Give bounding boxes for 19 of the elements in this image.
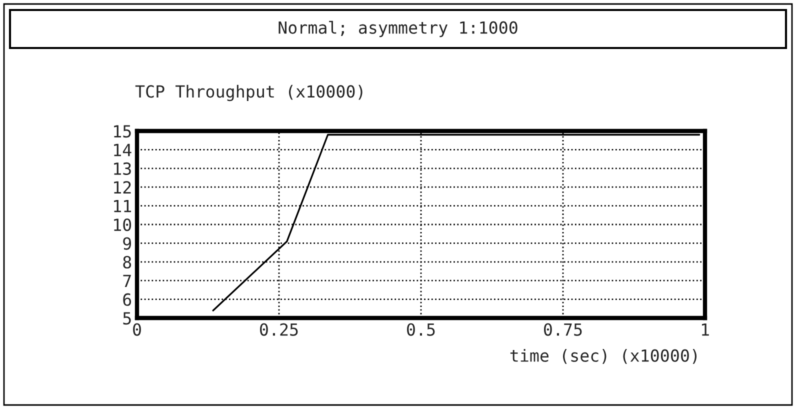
x-tick-label: 0.25: [260, 323, 298, 336]
y-tick-label: 9: [123, 237, 132, 250]
x-tick-label: 0.75: [544, 323, 582, 336]
y-tick-label: 5: [123, 312, 131, 325]
y-axis-title: TCP Throughput (x10000): [135, 84, 362, 102]
y-tick-label: 12: [114, 181, 131, 194]
y-tick-label: 6: [123, 293, 132, 306]
x-axis-title: time (sec) (x10000): [510, 348, 697, 364]
y-tick-label: 10: [114, 218, 132, 232]
y-tick-label: 7: [123, 274, 131, 287]
x-tick-label: 1: [702, 323, 709, 336]
y-tick-label: 13: [114, 162, 131, 176]
x-tick-label: 0.5: [407, 323, 435, 336]
x-tick-label: 0: [133, 323, 141, 336]
y-tick-label: 14: [114, 144, 132, 156]
y-tick-label: 15: [114, 125, 131, 138]
y-tick-label: 11: [114, 200, 132, 212]
chart-title: Normal; asymmetry 1:1000: [278, 20, 518, 38]
y-tick-label: 8: [123, 256, 132, 269]
